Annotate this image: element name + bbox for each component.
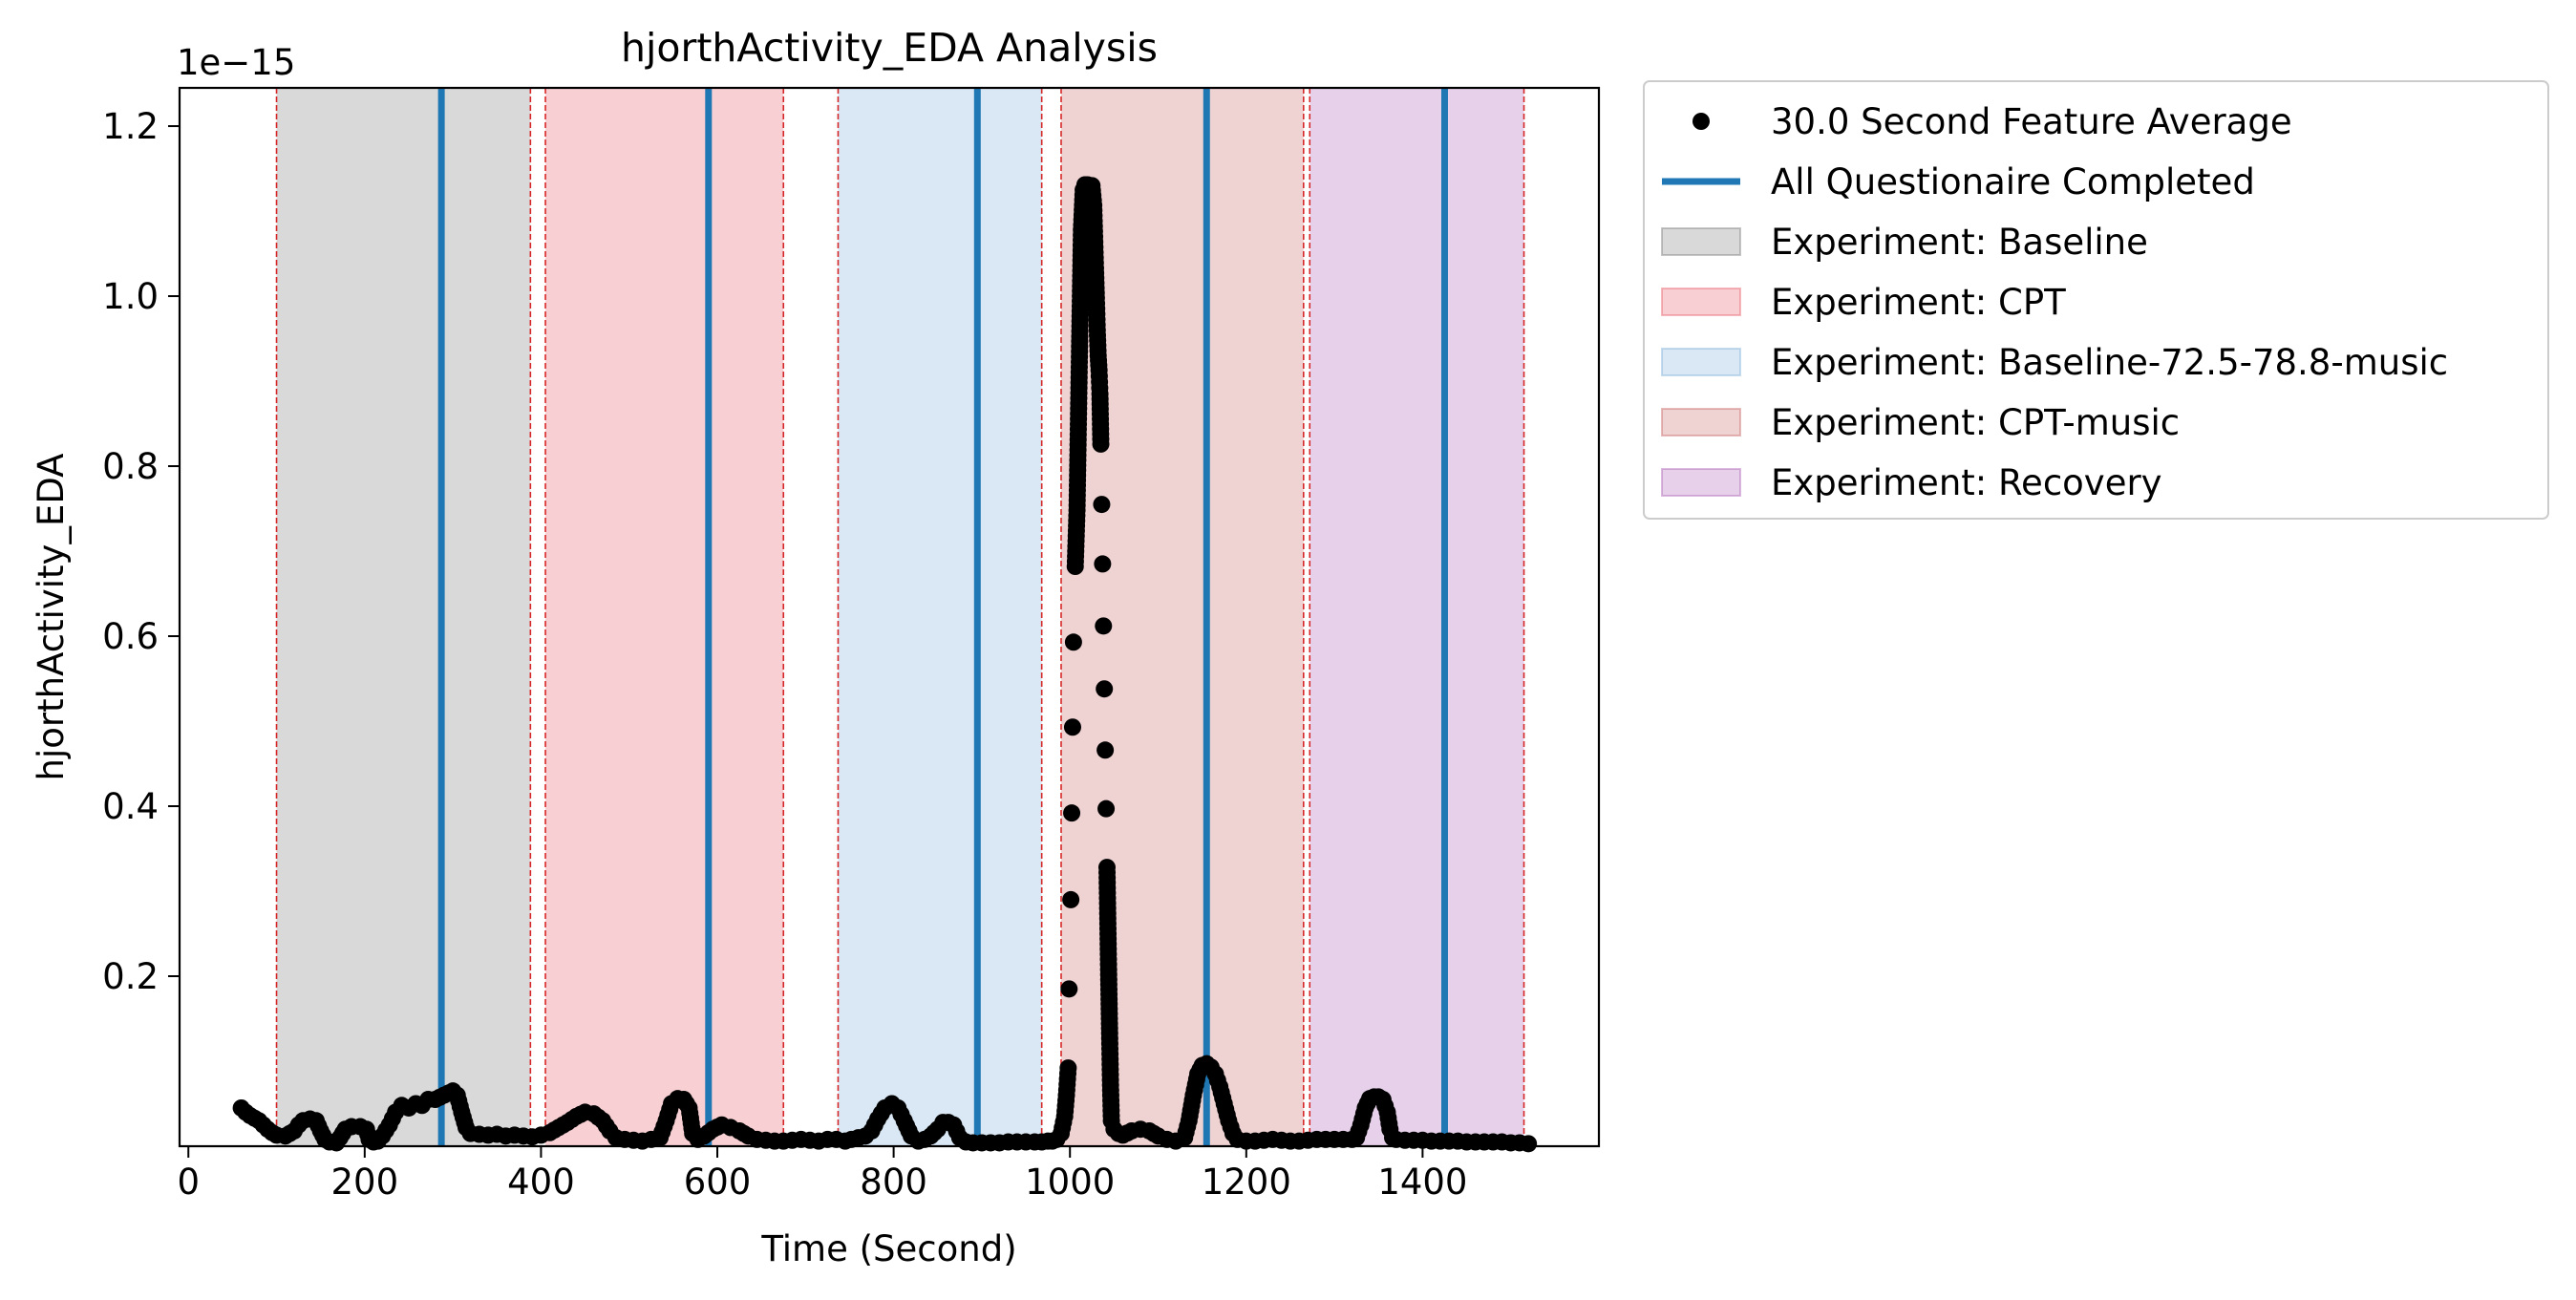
data-point-304 (1093, 496, 1111, 514)
x-tick-label-5: 1000 (1025, 1161, 1115, 1203)
y-tick-label-3: 0.8 (102, 446, 159, 487)
data-point-170 (1060, 980, 1078, 998)
x-tick-label-4: 800 (860, 1161, 927, 1203)
x-tick-label-6: 1200 (1202, 1161, 1291, 1203)
y-axis-label: hjorthActivity_EDA (31, 454, 72, 781)
legend: 30.0 Second Feature Average All Questiona… (1643, 80, 2549, 520)
x-axis-label: Time (Second) (760, 1228, 1016, 1269)
data-point-446 (1520, 1135, 1538, 1153)
legend-label-0: 30.0 Second Feature Average (1771, 101, 2292, 142)
x-tick-label-0: 0 (177, 1161, 200, 1203)
x-tick-label-3: 600 (684, 1161, 752, 1203)
y-axis-offset-label: 1e−15 (177, 42, 295, 83)
data-point-171 (1062, 890, 1080, 908)
region-2 (838, 88, 1042, 1146)
data-point-172 (1063, 804, 1081, 822)
legend-label-6: Experiment: Recovery (1771, 462, 2162, 503)
x-tick-label-1: 200 (331, 1161, 399, 1203)
plot-area-frame (178, 86, 1601, 1148)
data-point-306 (1095, 617, 1113, 635)
legend-handle-4 (1661, 348, 1741, 376)
region-1 (545, 88, 784, 1146)
y-tick-label-0: 0.2 (102, 956, 159, 997)
legend-handle-6 (1661, 468, 1741, 497)
y-tick-label-5: 1.2 (102, 106, 159, 147)
questionnaire-lines (437, 88, 1448, 1146)
x-axis-ticks: 0 200 400 600 800 1000 1200 1400 (177, 1146, 1467, 1203)
legend-label-2: Experiment: Baseline (1771, 222, 2148, 263)
data-point-173 (1063, 718, 1081, 736)
data-point-303 (1092, 435, 1110, 453)
data-point-309 (1097, 799, 1116, 818)
legend-label-3: Experiment: CPT (1771, 282, 2066, 323)
legend-box (1643, 80, 2549, 520)
region-boundary-lines (275, 88, 1525, 1146)
region-0 (276, 88, 531, 1146)
x-tick-label-2: 400 (507, 1161, 575, 1203)
legend-handle-5 (1661, 408, 1741, 437)
legend-handle-2 (1661, 227, 1741, 256)
chart-title: hjorthActivity_EDA Analysis (621, 25, 1158, 71)
data-points (232, 176, 1538, 1153)
region-4 (1309, 88, 1524, 1146)
y-axis-ticks: 0.2 0.4 0.6 0.8 1.0 1.2 (102, 106, 180, 997)
data-point-174 (1064, 633, 1082, 651)
legend-label-1: All Questionaire Completed (1771, 161, 2255, 202)
legend-label-4: Experiment: Baseline-72.5-78.8-music (1771, 342, 2448, 383)
data-point-308 (1096, 741, 1115, 759)
x-tick-label-7: 1400 (1377, 1161, 1467, 1203)
y-tick-label-4: 1.0 (102, 276, 159, 317)
experiment-regions (276, 88, 1524, 1146)
data-point-307 (1096, 680, 1114, 698)
legend-handle-3 (1661, 288, 1741, 316)
legend-label-5: Experiment: CPT-music (1771, 402, 2180, 443)
data-point-169 (1059, 1059, 1077, 1077)
legend-handle-0 (1692, 113, 1710, 130)
y-tick-label-1: 0.4 (102, 786, 159, 827)
data-point-305 (1094, 555, 1112, 573)
y-tick-label-2: 0.6 (102, 616, 159, 657)
